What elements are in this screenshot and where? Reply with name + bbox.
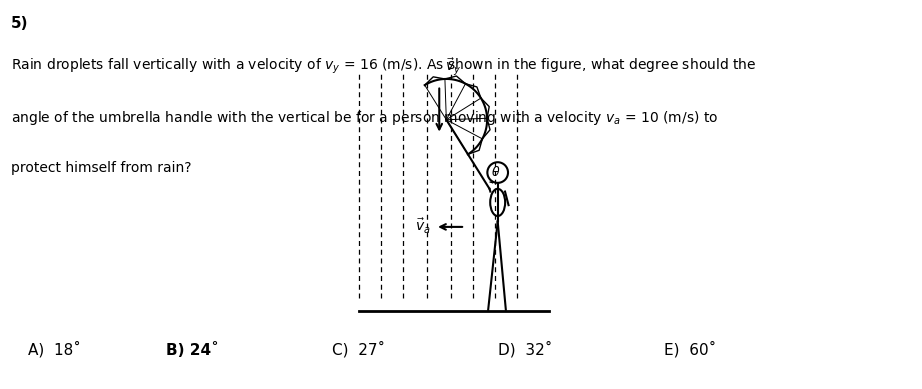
Text: D)  32˚: D) 32˚ — [498, 342, 552, 358]
Text: E)  60˚: E) 60˚ — [664, 342, 716, 358]
Text: B) 24˚: B) 24˚ — [166, 342, 219, 358]
Text: $\vec{v}_a$: $\vec{v}_a$ — [416, 217, 431, 237]
Text: $\theta$: $\theta$ — [491, 165, 501, 179]
Text: Rain droplets fall vertically with a velocity of $v_y$ = 16 (m/s). As shown in t: Rain droplets fall vertically with a vel… — [11, 56, 756, 76]
Text: C)  27˚: C) 27˚ — [332, 342, 385, 358]
Text: protect himself from rain?: protect himself from rain? — [11, 161, 192, 175]
Text: $\vec{v}_y$: $\vec{v}_y$ — [444, 56, 461, 77]
Text: A)  18˚: A) 18˚ — [28, 342, 80, 358]
Text: 5): 5) — [11, 16, 29, 31]
Text: angle of the umbrella handle with the vertical be for a person moving with a vel: angle of the umbrella handle with the ve… — [11, 109, 718, 127]
